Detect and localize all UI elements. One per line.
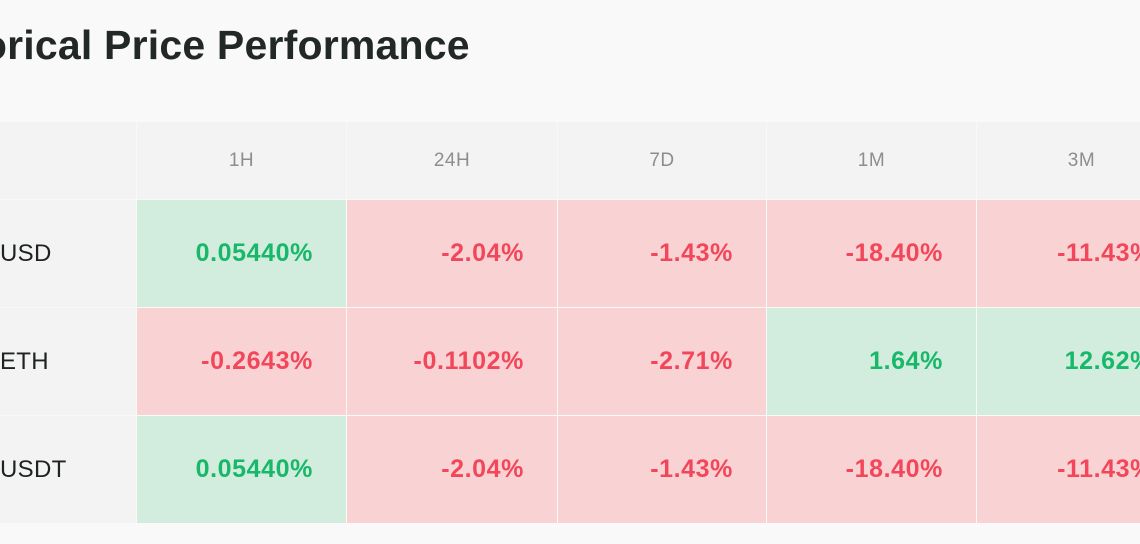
change-3m-cell: -11.43% [977, 416, 1140, 523]
header-24h[interactable]: 24H [347, 122, 557, 199]
page-title: storical Price Performance [0, 22, 470, 68]
row-pair-label[interactable]: USDT [0, 416, 136, 523]
change-1m-cell: -18.40% [767, 416, 976, 523]
change-3m-cell: 12.62% [977, 308, 1140, 415]
header-1m[interactable]: 1M [767, 122, 976, 199]
header-1h[interactable]: 1H [137, 122, 346, 199]
change-3m-cell: -11.43% [977, 200, 1140, 307]
performance-table: 1H 24H 7D 1M 3M USD 0.05440% -2.04% -1.4… [0, 122, 1140, 523]
header-7d[interactable]: 7D [558, 122, 766, 199]
change-1h-cell: 0.05440% [137, 416, 346, 523]
header-3m[interactable]: 3M [977, 122, 1140, 199]
change-7d-cell: -1.43% [558, 416, 766, 523]
header-pair-column [0, 122, 136, 199]
change-24h-cell: -0.1102% [347, 308, 557, 415]
row-pair-label[interactable]: USD [0, 200, 136, 307]
change-7d-cell: -2.71% [558, 308, 766, 415]
change-1m-cell: 1.64% [767, 308, 976, 415]
change-24h-cell: -2.04% [347, 416, 557, 523]
change-7d-cell: -1.43% [558, 200, 766, 307]
row-pair-label[interactable]: ETH [0, 308, 136, 415]
change-24h-cell: -2.04% [347, 200, 557, 307]
change-1h-cell: 0.05440% [137, 200, 346, 307]
change-1h-cell: -0.2643% [137, 308, 346, 415]
change-1m-cell: -18.40% [767, 200, 976, 307]
